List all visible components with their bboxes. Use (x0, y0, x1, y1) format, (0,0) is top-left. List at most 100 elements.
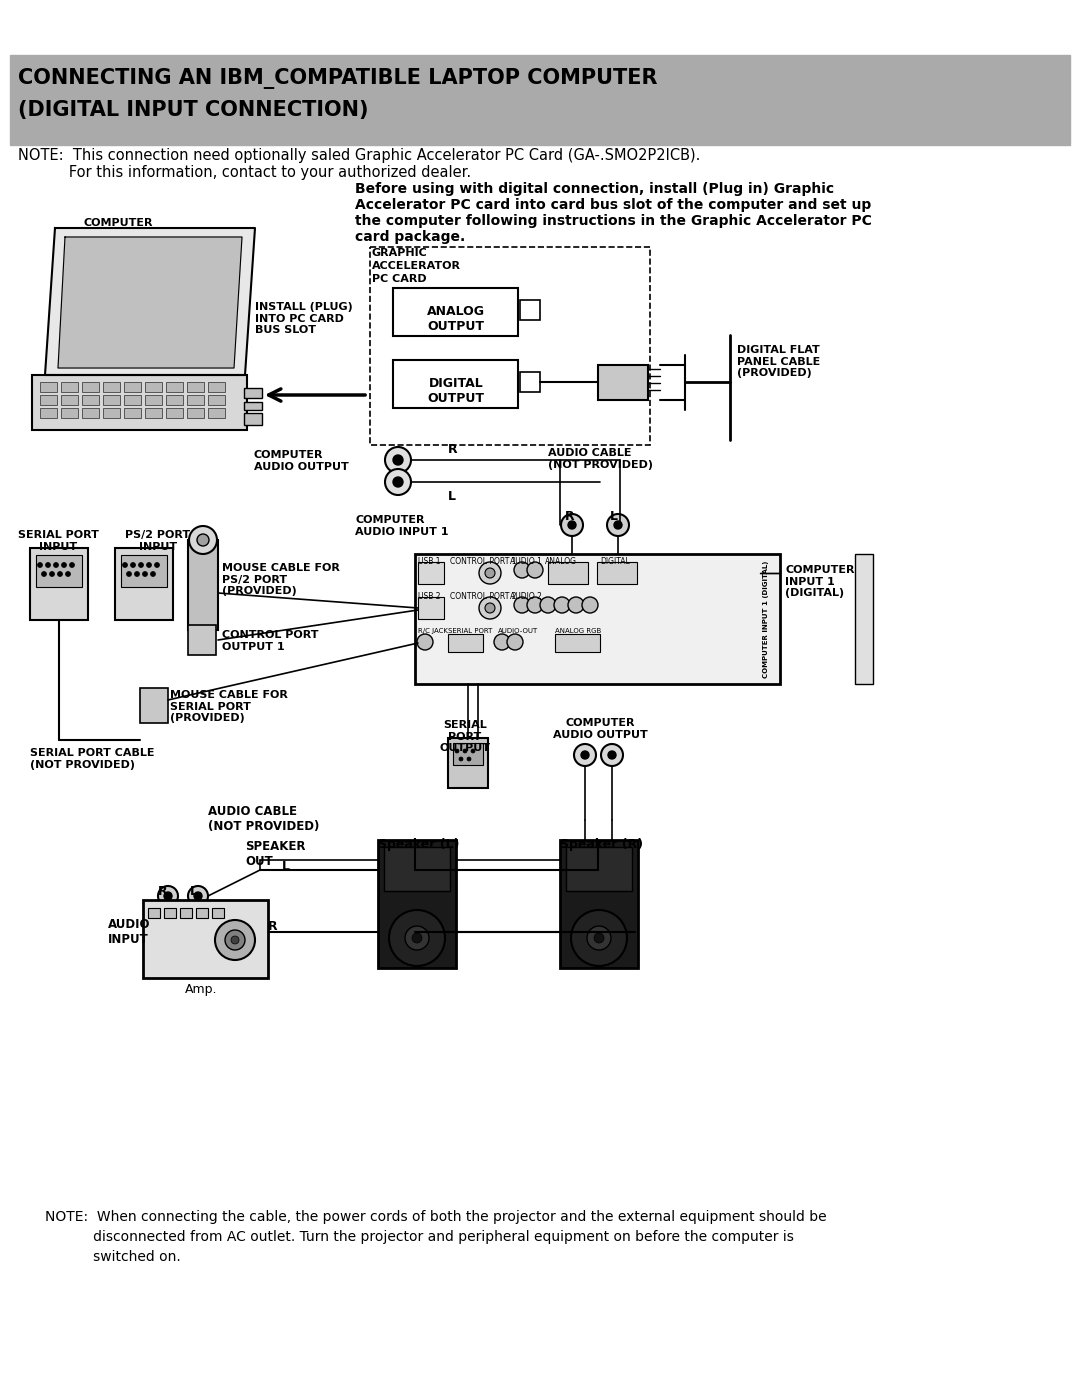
Bar (32, 374, 247, 430)
Bar (418, 562, 444, 584)
Circle shape (581, 752, 589, 759)
Circle shape (225, 930, 245, 950)
Text: R: R (268, 921, 278, 933)
Bar (244, 402, 262, 409)
Text: switched on.: switched on. (45, 1250, 180, 1264)
Circle shape (54, 563, 58, 567)
Text: INSTALL (PLUG)
INTO PC CARD
BUS SLOT: INSTALL (PLUG) INTO PC CARD BUS SLOT (255, 302, 353, 335)
Bar (548, 562, 588, 584)
Text: COMPUTER
AUDIO OUTPUT: COMPUTER AUDIO OUTPUT (553, 718, 647, 739)
Text: ACCELERATOR: ACCELERATOR (372, 261, 461, 271)
Circle shape (393, 476, 403, 488)
Circle shape (561, 514, 583, 536)
Bar (244, 388, 262, 398)
Bar (855, 555, 873, 685)
Text: SERIAL PORT
INPUT: SERIAL PORT INPUT (17, 529, 98, 552)
Bar (212, 908, 224, 918)
Bar (140, 687, 168, 724)
Circle shape (554, 597, 570, 613)
Bar (393, 288, 518, 337)
Bar (453, 743, 483, 766)
Circle shape (485, 604, 495, 613)
Bar (448, 634, 483, 652)
Circle shape (143, 571, 148, 577)
Circle shape (527, 597, 543, 613)
Circle shape (126, 571, 132, 577)
Circle shape (66, 571, 70, 577)
Circle shape (384, 469, 411, 495)
Bar (40, 381, 57, 393)
Circle shape (527, 562, 543, 578)
Polygon shape (58, 237, 242, 367)
Bar (36, 555, 82, 587)
Circle shape (41, 571, 46, 577)
Circle shape (494, 634, 510, 650)
Text: Amp.: Amp. (185, 983, 217, 996)
Text: AUDIO
INPUT: AUDIO INPUT (108, 918, 150, 946)
Circle shape (45, 563, 51, 567)
Text: MOUSE CABLE FOR
SERIAL PORT
(PROVIDED): MOUSE CABLE FOR SERIAL PORT (PROVIDED) (170, 690, 288, 724)
Circle shape (197, 534, 210, 546)
Circle shape (62, 563, 67, 567)
Text: NOTE:  This connection need optionally saled Graphic Accelerator PC Card (GA-.SM: NOTE: This connection need optionally sa… (18, 148, 700, 163)
Bar (370, 247, 650, 446)
Circle shape (594, 933, 604, 943)
Bar (519, 372, 540, 393)
Circle shape (485, 569, 495, 578)
Bar (188, 624, 216, 655)
Text: R: R (158, 886, 167, 898)
Circle shape (131, 563, 135, 567)
Text: L: L (610, 510, 618, 522)
Text: card package.: card package. (355, 231, 465, 244)
Text: GRAPHIC: GRAPHIC (372, 249, 428, 258)
Circle shape (154, 563, 160, 567)
Bar (555, 634, 600, 652)
Circle shape (459, 757, 463, 761)
Circle shape (231, 936, 239, 944)
Text: R: R (565, 510, 575, 522)
Circle shape (571, 909, 627, 965)
Bar (519, 300, 540, 320)
Text: AUDIO CABLE
(NOT PROVIDED): AUDIO CABLE (NOT PROVIDED) (548, 448, 653, 469)
Bar (393, 360, 518, 408)
Circle shape (147, 563, 151, 567)
Bar (384, 847, 450, 891)
Circle shape (215, 921, 255, 960)
Circle shape (393, 455, 403, 465)
Circle shape (188, 886, 208, 907)
Text: the computer following instructions in the Graphic Accelerator PC: the computer following instructions in t… (355, 214, 872, 228)
Circle shape (417, 634, 433, 650)
Bar (166, 408, 183, 418)
Circle shape (389, 909, 445, 965)
Bar (40, 408, 57, 418)
Text: Before using with digital connection, install (Plug in) Graphic: Before using with digital connection, in… (355, 182, 834, 196)
Circle shape (615, 521, 622, 529)
Circle shape (514, 597, 530, 613)
Circle shape (122, 563, 127, 567)
Circle shape (480, 562, 501, 584)
Text: DIGITAL
OUTPUT: DIGITAL OUTPUT (428, 377, 485, 405)
Bar (103, 408, 120, 418)
Bar (124, 395, 141, 405)
Bar (60, 408, 78, 418)
Bar (143, 900, 268, 978)
Bar (145, 395, 162, 405)
Circle shape (608, 752, 616, 759)
Bar (208, 395, 225, 405)
Bar (208, 408, 225, 418)
Text: AUDIO 2: AUDIO 2 (510, 592, 542, 601)
Circle shape (467, 757, 471, 761)
Text: USB 2: USB 2 (418, 592, 441, 601)
Circle shape (573, 745, 596, 766)
Text: MOUSE CABLE FOR
PS/2 PORT
(PROVIDED): MOUSE CABLE FOR PS/2 PORT (PROVIDED) (222, 563, 340, 597)
Bar (597, 562, 637, 584)
Circle shape (480, 597, 501, 619)
Circle shape (582, 597, 598, 613)
Circle shape (164, 893, 172, 900)
Text: SERIAL
PORT
OUTPUT: SERIAL PORT OUTPUT (440, 719, 490, 753)
Bar (145, 408, 162, 418)
Text: L: L (282, 861, 291, 873)
Bar (103, 395, 120, 405)
Text: DIGITAL FLAT
PANEL CABLE
(PROVIDED): DIGITAL FLAT PANEL CABLE (PROVIDED) (737, 345, 820, 379)
Bar (166, 395, 183, 405)
